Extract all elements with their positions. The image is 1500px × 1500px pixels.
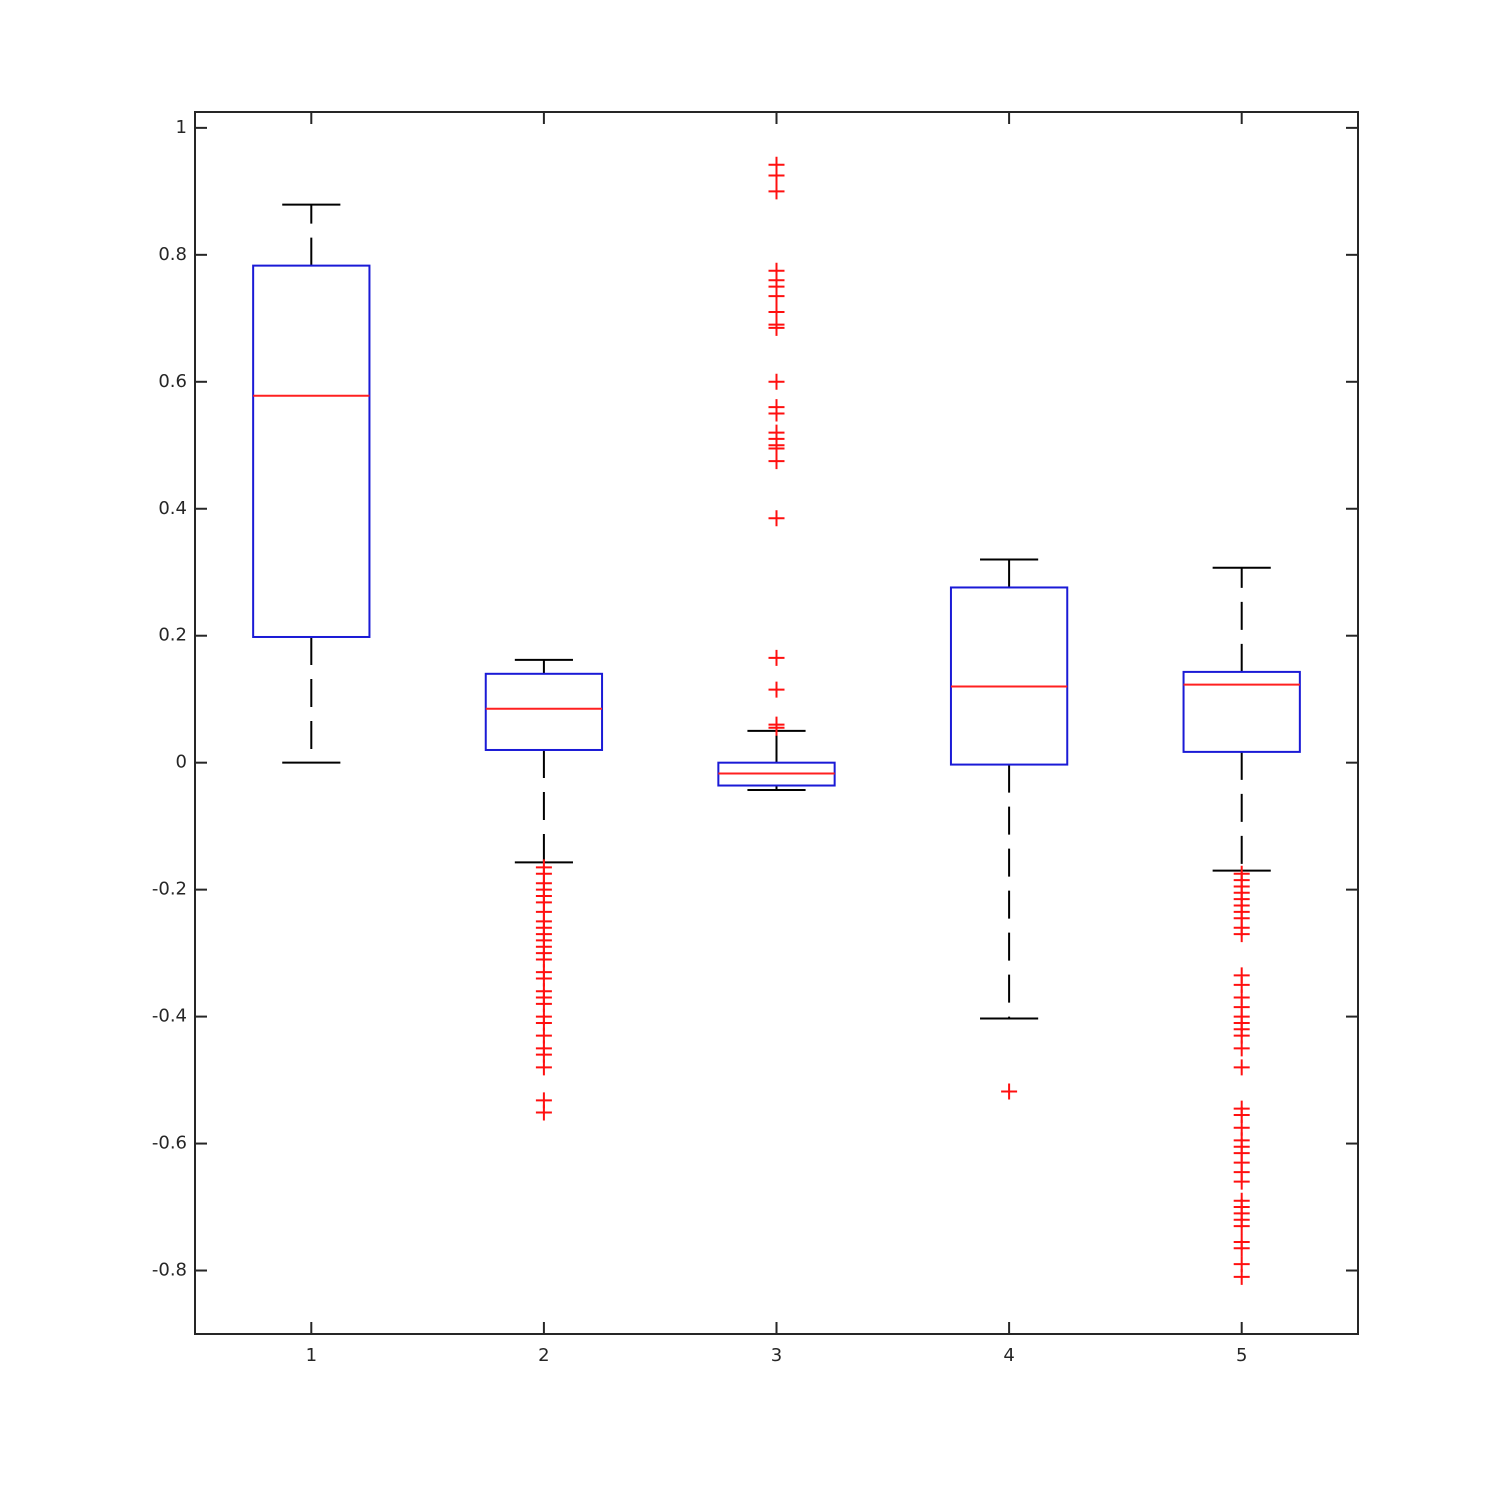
outlier xyxy=(1233,1040,1250,1057)
y-tick-label: 0 xyxy=(176,752,187,773)
outlier xyxy=(535,1059,552,1076)
outlier xyxy=(1233,1218,1250,1235)
outlier xyxy=(535,1104,552,1121)
outlier xyxy=(768,649,785,666)
outlier xyxy=(768,167,785,184)
y-tick-label: -0.4 xyxy=(152,1006,187,1027)
outlier xyxy=(1233,926,1250,943)
x-tick-label: 2 xyxy=(538,1345,549,1366)
outlier xyxy=(768,719,785,736)
y-tick-label: -0.2 xyxy=(152,879,187,900)
y-tick-label: 0.2 xyxy=(158,625,187,646)
outlier xyxy=(1233,1268,1250,1285)
outlier xyxy=(768,319,785,336)
y-tick-label: 0.6 xyxy=(158,371,187,392)
x-tick-label: 5 xyxy=(1236,1345,1247,1366)
outlier xyxy=(768,405,785,422)
y-tick-label: 1 xyxy=(176,117,187,138)
y-tick-label: -0.8 xyxy=(152,1260,187,1281)
box xyxy=(484,672,604,751)
x-tick-label: 3 xyxy=(771,1345,782,1366)
x-tick-label: 1 xyxy=(306,1345,317,1366)
outlier xyxy=(768,453,785,470)
x-tick-label: 4 xyxy=(1003,1345,1014,1366)
y-tick-label: 0.4 xyxy=(158,498,187,519)
outlier xyxy=(768,681,785,698)
y-tick-label: -0.6 xyxy=(152,1133,187,1154)
box xyxy=(949,586,1069,766)
outlier xyxy=(1233,1173,1250,1190)
outlier xyxy=(768,288,785,305)
outlier xyxy=(768,183,785,200)
outlier xyxy=(768,373,785,390)
outlier xyxy=(1233,1240,1250,1257)
outlier xyxy=(1001,1083,1018,1100)
box xyxy=(252,264,371,638)
y-tick-label: 0.8 xyxy=(158,244,187,265)
box xyxy=(1182,670,1301,753)
outlier xyxy=(768,510,785,527)
outlier xyxy=(1233,1059,1250,1076)
